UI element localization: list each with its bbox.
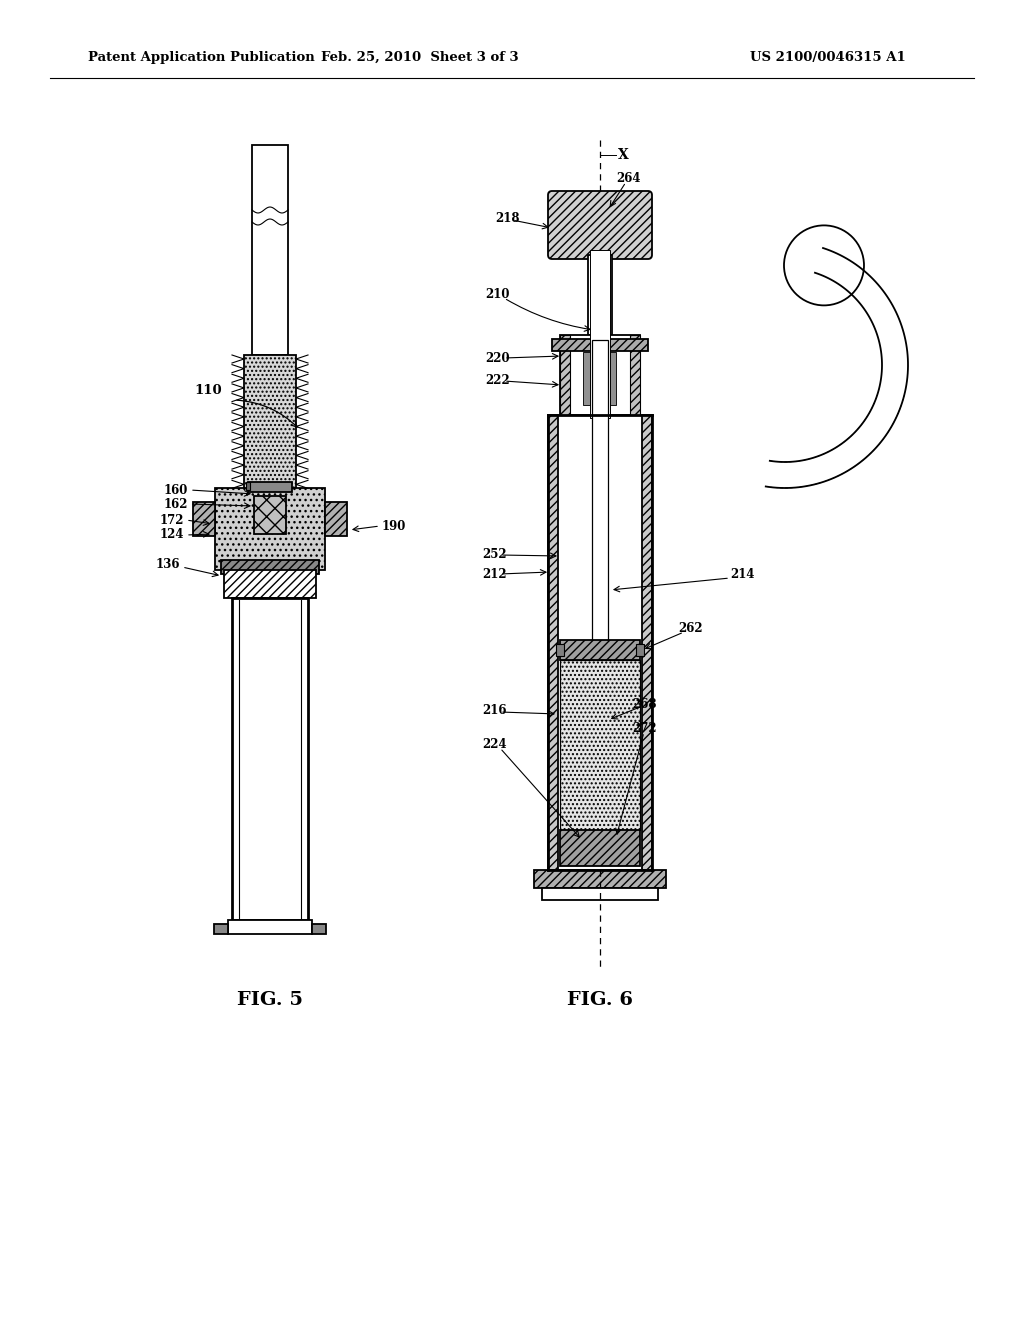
Bar (560, 335, 570, 414)
Bar (312, 924, 326, 935)
Text: 160: 160 (164, 483, 188, 496)
Text: X: X (618, 148, 629, 162)
Bar (254, 496, 286, 535)
Bar (542, 888, 658, 900)
Bar (228, 920, 312, 935)
Text: 224: 224 (482, 738, 507, 751)
Circle shape (784, 226, 864, 305)
Bar (248, 482, 292, 492)
Text: Feb. 25, 2010  Sheet 3 of 3: Feb. 25, 2010 Sheet 3 of 3 (322, 50, 519, 63)
Bar (325, 502, 347, 536)
Bar (224, 570, 316, 598)
Text: 262: 262 (678, 622, 702, 635)
Bar (584, 352, 616, 405)
Text: 212: 212 (482, 568, 507, 581)
FancyBboxPatch shape (548, 191, 652, 259)
Text: 172: 172 (160, 513, 184, 527)
Text: 264: 264 (616, 172, 640, 185)
Bar (590, 249, 610, 418)
Bar (588, 255, 612, 335)
Bar (214, 924, 228, 935)
Bar (584, 352, 590, 405)
Bar (534, 870, 666, 888)
Text: 210: 210 (485, 289, 510, 301)
Text: 216: 216 (482, 704, 507, 717)
Bar (610, 352, 616, 405)
Text: US 2100/0046315 A1: US 2100/0046315 A1 (750, 50, 906, 63)
Bar (246, 482, 250, 490)
Bar (252, 145, 288, 355)
Bar (556, 644, 564, 656)
Text: 214: 214 (730, 569, 755, 582)
Text: 220: 220 (485, 351, 510, 364)
Bar (552, 339, 648, 351)
Bar (560, 830, 640, 866)
Bar (560, 660, 640, 830)
Text: FIG. 5: FIG. 5 (237, 991, 303, 1008)
Bar (630, 335, 640, 414)
Bar (548, 414, 558, 870)
Text: 222: 222 (485, 374, 510, 387)
Text: Patent Application Publication: Patent Application Publication (88, 50, 314, 63)
Bar (592, 341, 608, 649)
Bar (221, 560, 319, 574)
Text: FIG. 6: FIG. 6 (567, 991, 633, 1008)
Bar (636, 644, 644, 656)
Bar (642, 414, 652, 870)
Text: 110: 110 (195, 384, 222, 396)
Text: 162: 162 (164, 498, 188, 511)
Text: 124: 124 (160, 528, 184, 541)
Bar (244, 355, 296, 490)
Text: 268: 268 (632, 697, 656, 710)
Text: 190: 190 (382, 520, 407, 532)
Bar (232, 598, 308, 920)
Bar (193, 502, 215, 536)
Bar (560, 335, 640, 414)
Text: 218: 218 (495, 211, 519, 224)
Bar (560, 640, 640, 660)
Text: 136: 136 (156, 558, 180, 572)
Bar (215, 488, 325, 570)
Text: 272: 272 (632, 722, 656, 734)
Text: 252: 252 (482, 548, 507, 561)
